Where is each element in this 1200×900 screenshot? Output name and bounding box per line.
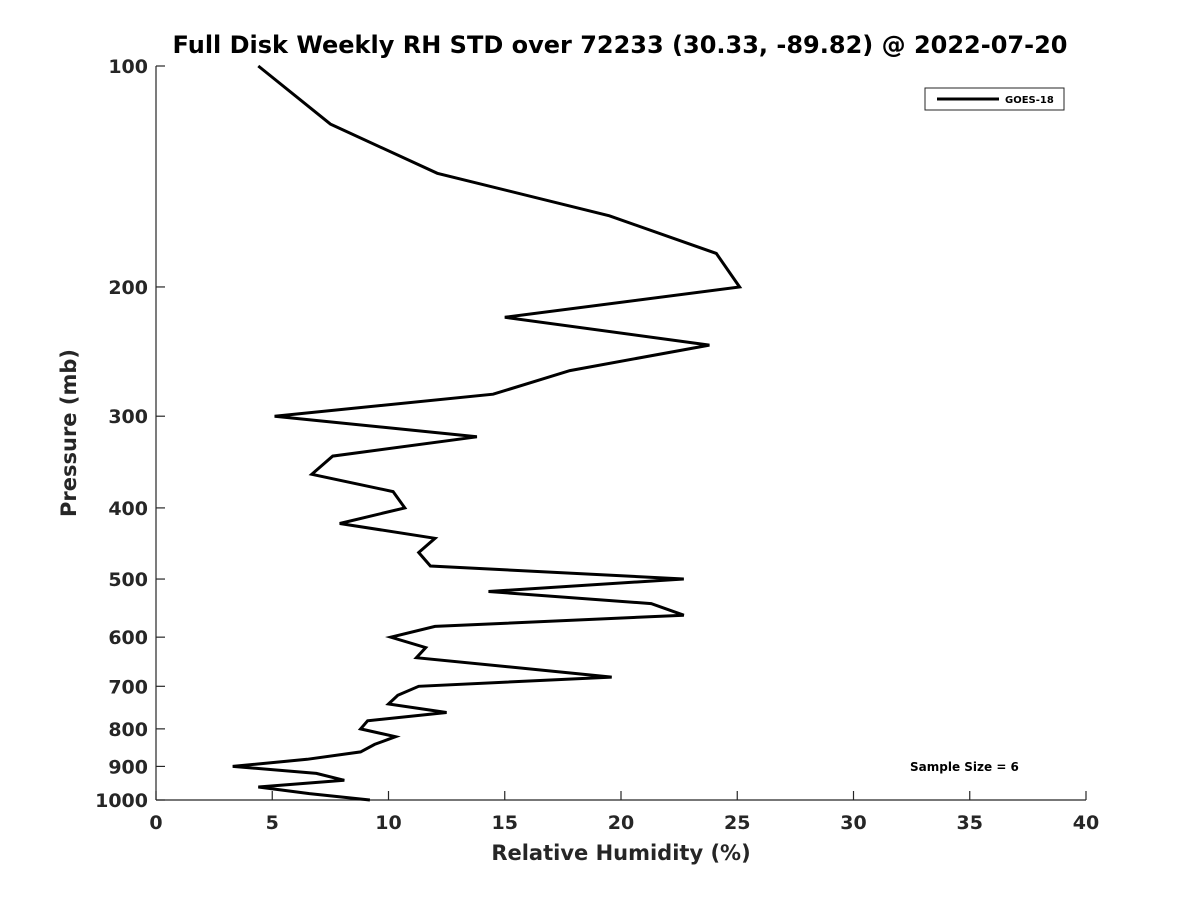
x-ticks: 0 5 10 15 20 25 30 35 40 <box>149 791 1099 834</box>
series-layer <box>232 64 743 802</box>
y-tick-label-100: 100 <box>108 56 148 78</box>
y-tick-label-300: 300 <box>108 406 148 428</box>
x-axis-label: Relative Humidity (%) <box>491 841 750 865</box>
series-line-goes-18 <box>232 64 743 802</box>
y-tick-label-400: 400 <box>108 498 148 520</box>
y-axis-label: Pressure (mb) <box>57 349 81 517</box>
y-tick-label-900: 900 <box>108 756 148 778</box>
x-tick-label-0: 0 <box>149 812 162 834</box>
x-tick-label-25: 25 <box>724 812 750 834</box>
x-tick-label-40: 40 <box>1073 812 1099 834</box>
x-tick-label-10: 10 <box>375 812 401 834</box>
y-tick-label-800: 800 <box>108 719 148 741</box>
x-tick-label-35: 35 <box>957 812 983 834</box>
y-tick-label-600: 600 <box>108 627 148 649</box>
y-tick-label-200: 200 <box>108 277 148 299</box>
legend-label-goes-18: GOES-18 <box>1005 95 1054 106</box>
legend: GOES-18 <box>924 87 1065 111</box>
y-tick-label-500: 500 <box>108 569 148 591</box>
x-tick-label-20: 20 <box>608 812 634 834</box>
x-tick-label-30: 30 <box>840 812 866 834</box>
sample-size-annotation: Sample Size = 6 <box>910 760 1019 774</box>
y-tick-label-1000: 1000 <box>95 790 148 812</box>
y-ticks: 100 200 300 400 500 600 700 800 900 1000 <box>95 56 165 812</box>
x-tick-label-15: 15 <box>492 812 518 834</box>
chart-title: Full Disk Weekly RH STD over 72233 (30.3… <box>173 31 1068 59</box>
x-tick-label-5: 5 <box>266 812 279 834</box>
y-tick-label-700: 700 <box>108 676 148 698</box>
